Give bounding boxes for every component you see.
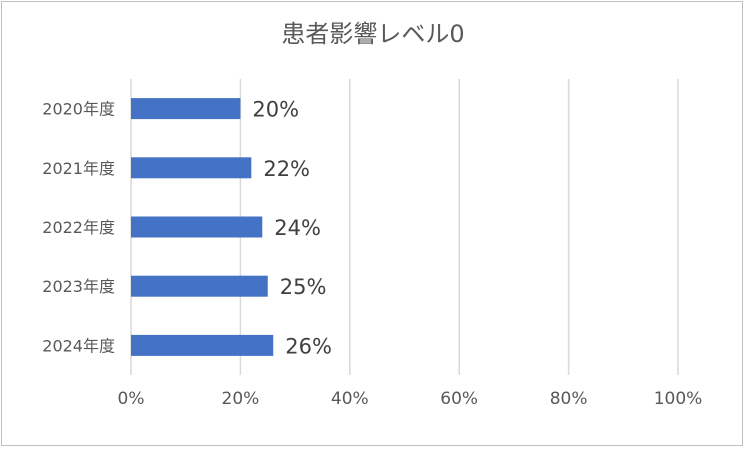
x-tick-label: 20% [222, 389, 260, 409]
data-label: 25% [280, 275, 327, 299]
y-tick-label: 2023年度 [42, 277, 115, 296]
x-tick-label: 80% [550, 389, 588, 409]
bar-2 [131, 216, 263, 238]
data-label: 22% [263, 157, 310, 181]
bar-4 [131, 334, 274, 356]
x-tick-label: 100% [654, 389, 703, 409]
bar-3 [131, 275, 268, 297]
x-tick-label: 0% [118, 389, 145, 409]
chart-title: 患者影響レベル0 [281, 20, 464, 48]
data-label: 20% [252, 98, 299, 122]
x-axis-ticks: 0% 20% 40% 60% 80% 100% [118, 389, 703, 409]
x-tick-label: 60% [440, 389, 478, 409]
data-label: 24% [274, 216, 321, 240]
y-tick-label: 2020年度 [42, 100, 115, 119]
bar-0 [131, 98, 241, 120]
y-tick-label: 2024年度 [42, 336, 115, 355]
data-labels: 20% 22% 24% 25% 26% [252, 98, 332, 359]
bar-1 [131, 157, 252, 179]
y-tick-label: 2022年度 [42, 218, 115, 237]
y-tick-label: 2021年度 [42, 159, 115, 178]
bars [131, 98, 274, 356]
y-axis-ticks: 2020年度 2021年度 2022年度 2023年度 2024年度 [42, 100, 115, 356]
x-tick-label: 40% [331, 389, 369, 409]
data-label: 26% [285, 334, 332, 358]
